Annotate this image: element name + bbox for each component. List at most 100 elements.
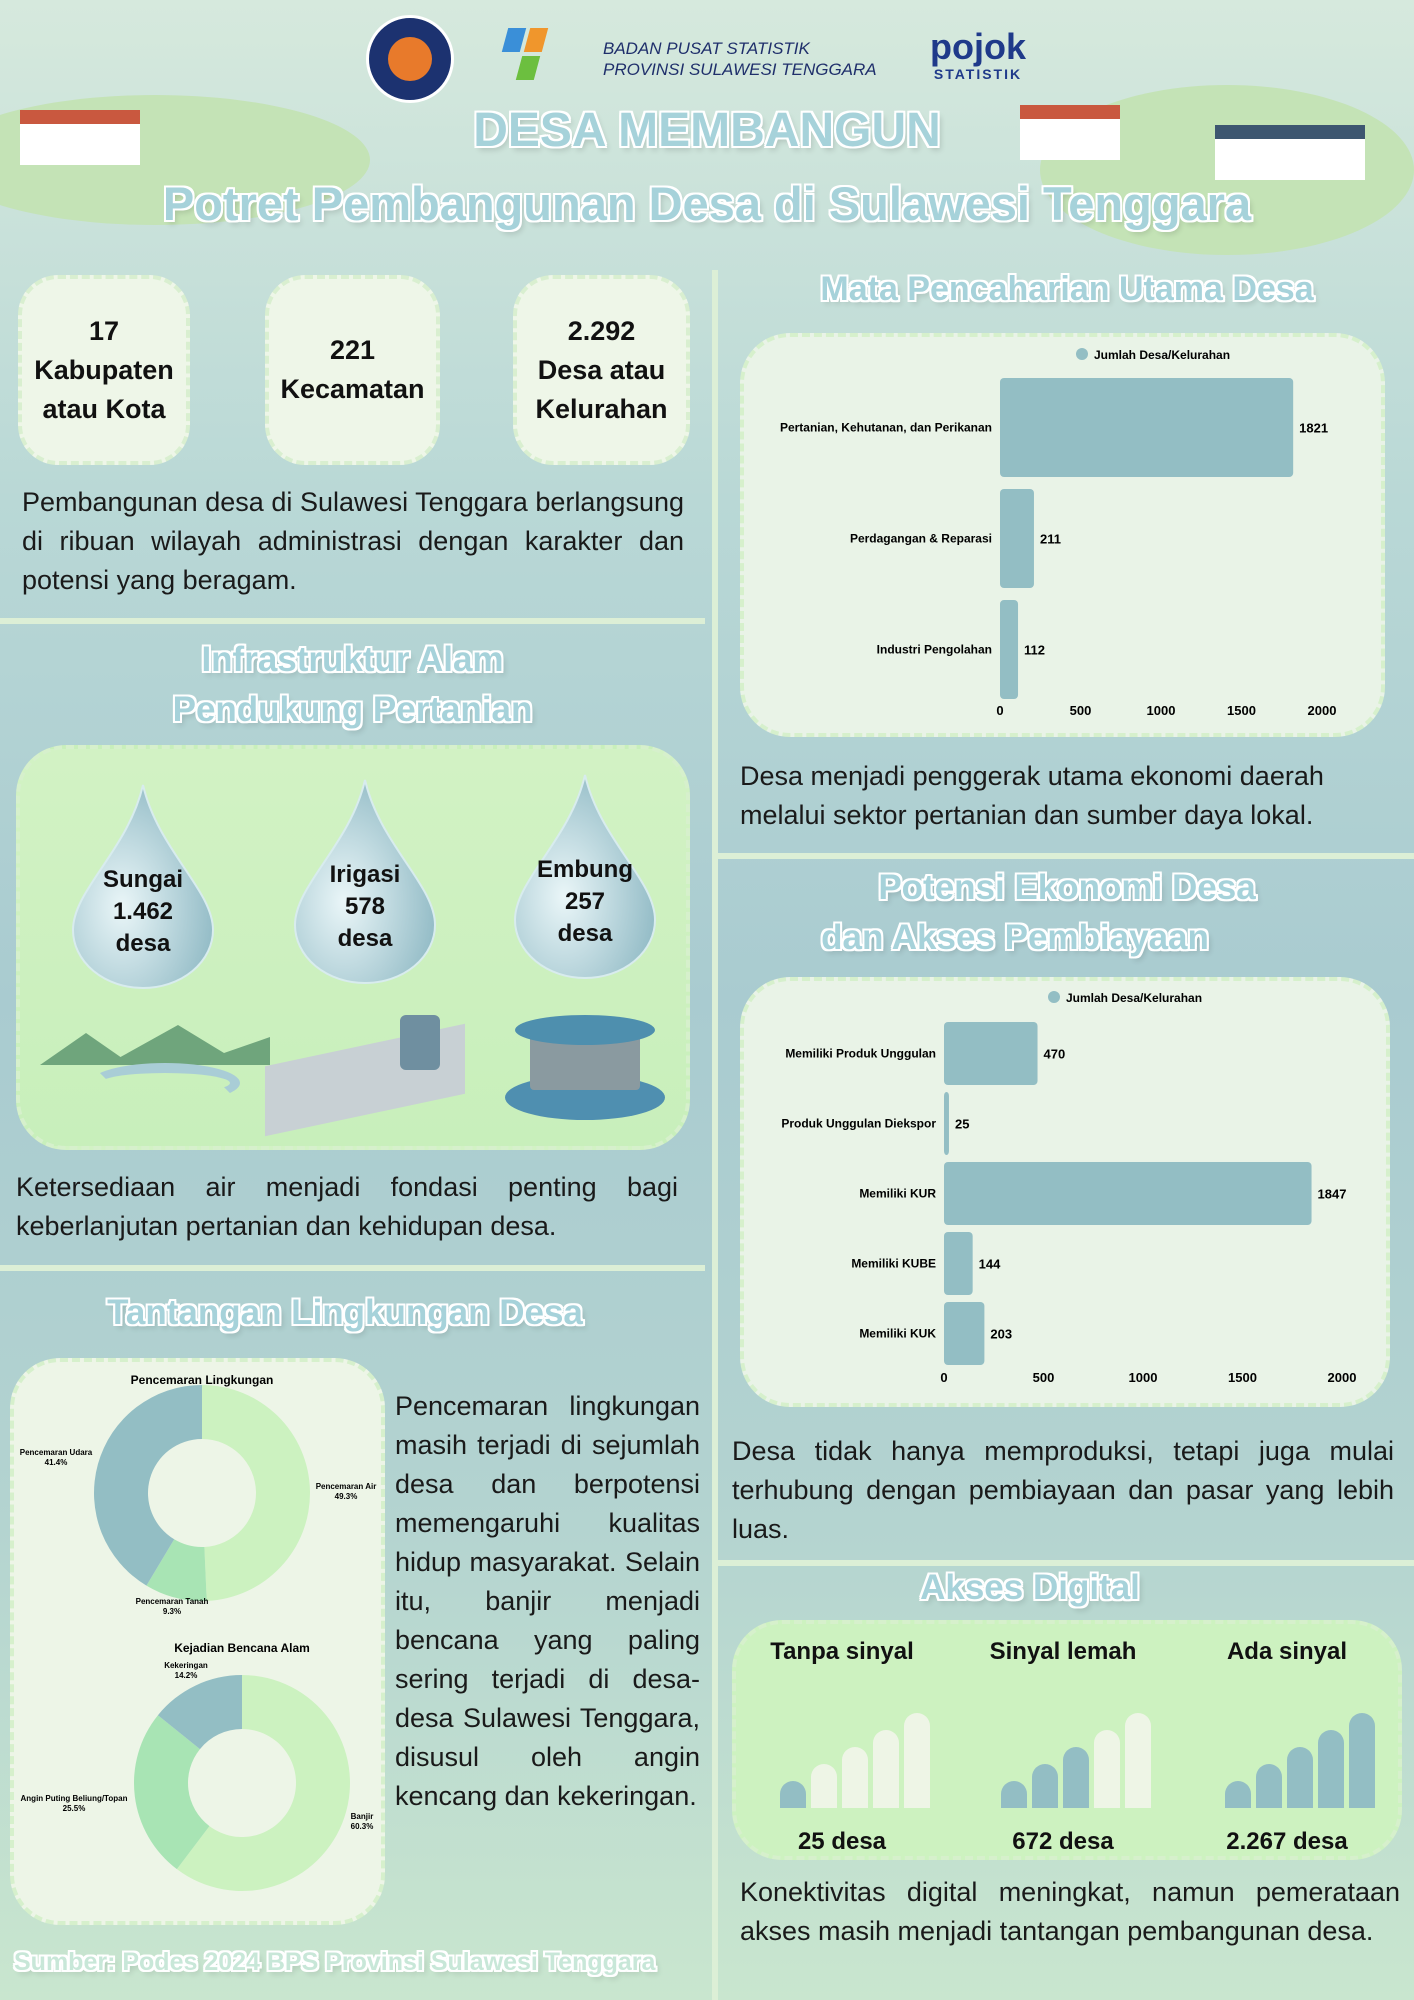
livelihood-text: Desa menjadi penggerak utama ekonomi dae… (740, 761, 1324, 830)
value-label: 211 (1040, 532, 1061, 547)
stat-label: Kecamatan (280, 374, 425, 404)
stat-label: Desa atau Kelurahan (535, 354, 668, 424)
category-label: Perdagangan & Reparasi (850, 532, 992, 546)
drop-name: Irigasi (329, 861, 401, 888)
signal-bar-icon (1125, 1713, 1151, 1808)
value-label: 112 (1024, 643, 1045, 658)
digital-card (732, 1620, 1402, 1860)
stat-label: Kabupaten atau Kota (34, 354, 174, 424)
signal-bars (1225, 1713, 1375, 1808)
signal-bar-icon (1001, 1781, 1027, 1808)
legend-label: Jumlah Desa/Kelurahan (1066, 991, 1202, 1005)
slice-label: Pencemaran Air (316, 1482, 377, 1491)
bps-line2: PROVINSI SULAWESI TENGGARA (603, 60, 877, 79)
source-note: Sumber: Podes 2024 BPS Provinsi Sulawesi… (14, 1948, 656, 1976)
dam-icon (505, 1015, 665, 1125)
divider (718, 1560, 1414, 1566)
bar (944, 1302, 985, 1365)
x-tick-label: 500 (1070, 703, 1092, 718)
page-title: DESA MEMBANGUN (473, 104, 941, 157)
pie-slice (93, 1385, 202, 1586)
category-label: Memiliki KUK (859, 1327, 936, 1341)
category-label: Memiliki KUR (859, 1187, 936, 1201)
pie-charts: Pencemaran Lingkungan Pencemaran Air49.3%… (20, 1373, 377, 1891)
value-label: 25 (955, 1117, 969, 1132)
economy-title-1: Potensi Ekonomi Desa (878, 868, 1256, 907)
signal-bars (780, 1713, 930, 1808)
signal-bar-icon (780, 1781, 806, 1808)
infra-title-2: Pendukung Pertanian (172, 690, 533, 729)
stat-kabupaten: 17 Kabupaten atau Kota (18, 275, 190, 465)
intro-text: Pembangunan desa di Sulawesi Tenggara be… (22, 487, 684, 595)
stat-kecamatan: 221 Kecamatan (265, 275, 440, 465)
category-label: Memiliki Produk Unggulan (785, 1047, 936, 1061)
pie-slice (176, 1675, 350, 1891)
economy-bar-chart: Jumlah Desa/Kelurahan Memiliki Produk Ung… (781, 991, 1356, 1385)
water-drop-sungai: Sungai 1.462 desa (68, 780, 218, 990)
signal-label: Tanpa sinyal (770, 1638, 914, 1665)
value-label: 1847 (1318, 1187, 1347, 1202)
slice-label: Angin Puting Beliung/Topan (21, 1794, 128, 1803)
stat-desa: 2.292 Desa atau Kelurahan (513, 275, 690, 465)
slice-label: Pencemaran Tanah (136, 1597, 209, 1606)
value-label: 144 (979, 1257, 1001, 1272)
signal-bar-icon (1094, 1730, 1120, 1808)
house-icon (1215, 125, 1365, 180)
slice-percent: 14.2% (175, 1671, 198, 1680)
env-text: Pencemaran lingkungan masih terjadi di s… (395, 1391, 700, 1811)
signal-bar-icon (1256, 1764, 1282, 1808)
bps-name: BADAN PUSAT STATISTIK PROVINSI SULAWESI … (603, 38, 877, 80)
bar (1000, 378, 1294, 477)
legend-label: Jumlah Desa/Kelurahan (1094, 348, 1230, 362)
pie-hole (189, 1730, 295, 1836)
pojok-statistik-logo: pojok STATISTIK (930, 28, 1026, 83)
drop-name: Sungai (102, 866, 183, 893)
bar (944, 1022, 1038, 1085)
water-drop-icon (513, 774, 657, 979)
slice-percent: 60.3% (351, 1822, 374, 1831)
value-label: 1821 (1299, 421, 1328, 436)
signal-value: 672 desa (1012, 1828, 1114, 1855)
drop-name: Embung (537, 856, 633, 883)
signal-label: Sinyal lemah (989, 1638, 1137, 1665)
pie-slice (133, 1715, 210, 1870)
divider (0, 618, 705, 624)
water-drop-icon (71, 784, 215, 989)
economy-title-2: dan Akses Pembiayaan (821, 918, 1209, 957)
x-tick-label: 1500 (1228, 1370, 1257, 1385)
digital-text: Konektivitas digital meningkat, namun pe… (740, 1877, 1400, 1946)
slice-percent: 41.4% (45, 1458, 68, 1467)
signal-bars (1001, 1713, 1151, 1808)
category-label: Memiliki KUBE (851, 1257, 936, 1271)
slice-label: Kekeringan (164, 1661, 208, 1670)
bar (944, 1232, 973, 1295)
category-label: Produk Unggulan Diekspor (781, 1117, 936, 1131)
signal-value: 25 desa (797, 1828, 887, 1855)
drop-unit: desa (115, 930, 171, 957)
x-tick-label: 0 (996, 703, 1003, 718)
signal-bar-icon (1032, 1764, 1058, 1808)
pie-slice (157, 1675, 242, 1750)
divider (0, 1265, 705, 1271)
signal-bar-icon (1063, 1747, 1089, 1808)
signal-bar-icon (1287, 1747, 1313, 1808)
x-tick-label: 1000 (1147, 703, 1176, 718)
legend-marker (1048, 991, 1060, 1003)
x-tick-label: 2000 (1308, 703, 1337, 718)
bar (1000, 489, 1034, 588)
signal-bar-icon (1318, 1730, 1344, 1808)
pie-slice (202, 1385, 311, 1601)
signal-bar-icon (811, 1764, 837, 1808)
water-drop-embung: Embung 257 desa (510, 770, 660, 980)
house-icon (20, 110, 140, 165)
stat-value: 17 (88, 315, 120, 346)
drop-unit: desa (337, 925, 393, 952)
signal-label: Ada sinyal (1226, 1638, 1348, 1665)
drop-value: 257 (564, 888, 606, 915)
stat-value: 2.292 (567, 315, 636, 346)
signal-value: 2.267 desa (1226, 1828, 1348, 1855)
slice-percent: 49.3% (335, 1492, 358, 1501)
stat-value: 221 (329, 335, 376, 365)
signal-bar-icon (1225, 1781, 1251, 1808)
drop-value: 578 (344, 893, 386, 920)
